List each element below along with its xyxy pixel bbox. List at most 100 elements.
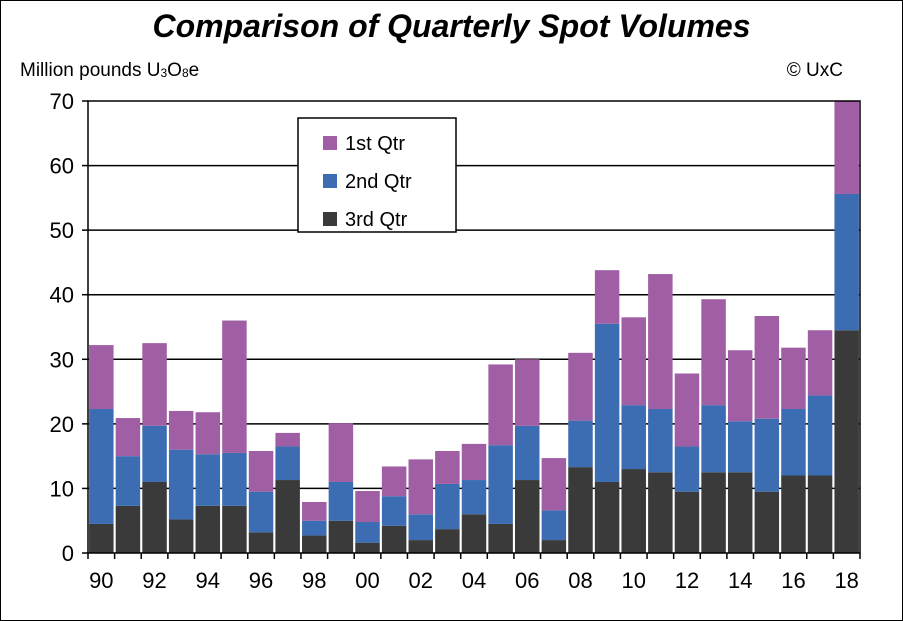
bar-segment-3rd-qtr xyxy=(834,330,859,553)
bar-segment-2nd-qtr xyxy=(648,409,673,473)
bar-segment-2nd-qtr xyxy=(435,483,460,530)
bar-segment-2nd-qtr xyxy=(142,425,167,482)
bar-segment-1st-qtr xyxy=(435,450,460,484)
bar-segment-3rd-qtr xyxy=(701,472,726,553)
bar-segment-2nd-qtr xyxy=(248,491,274,533)
y-tick-label: 10 xyxy=(50,476,74,501)
bar-segment-2nd-qtr xyxy=(89,409,114,524)
bar-segment-1st-qtr xyxy=(222,320,247,453)
bar-segment-3rd-qtr xyxy=(142,481,167,553)
bar-segment-2nd-qtr xyxy=(355,522,380,543)
bar-segment-2nd-qtr xyxy=(514,425,540,481)
bar-segment-2nd-qtr xyxy=(834,193,859,331)
legend-label: 2nd Qtr xyxy=(345,171,412,193)
bar-segment-3rd-qtr xyxy=(222,505,247,553)
unit-sub2: 8 xyxy=(181,66,189,80)
x-tick-label: 98 xyxy=(302,568,326,593)
bar-segment-3rd-qtr xyxy=(648,472,673,553)
bar-segment-1st-qtr xyxy=(142,343,167,426)
bar-segment-2nd-qtr xyxy=(328,481,354,521)
bar-segment-3rd-qtr xyxy=(488,523,513,553)
x-tick-label: 04 xyxy=(462,568,486,593)
legend-label: 3rd Qtr xyxy=(345,209,408,231)
bar-segment-2nd-qtr xyxy=(381,496,407,526)
bar-segment-3rd-qtr xyxy=(381,525,407,553)
bar-segment-3rd-qtr xyxy=(89,523,114,553)
bar-segment-2nd-qtr xyxy=(275,446,300,481)
bar-segment-2nd-qtr xyxy=(754,418,780,492)
bar-segment-2nd-qtr xyxy=(302,520,327,536)
y-axis-ticks: 0 10 20 30 40 50 60 70 xyxy=(50,89,88,566)
x-axis-ticks: 90 92 94 96 98 00 02 04 06 08 10 12 14 16 18 xyxy=(87,553,861,593)
bar-segment-1st-qtr xyxy=(408,459,434,515)
bar-segment-1st-qtr xyxy=(674,373,700,447)
bar-segment-2nd-qtr xyxy=(621,405,646,470)
bar-segment-1st-qtr xyxy=(328,423,354,482)
bar-segment-1st-qtr xyxy=(781,347,806,410)
x-tick-label: 02 xyxy=(409,568,433,593)
bar-segment-2nd-qtr xyxy=(195,454,221,506)
bar-segment-1st-qtr xyxy=(594,270,620,324)
bars xyxy=(89,101,859,553)
bar-segment-3rd-qtr xyxy=(408,540,434,553)
bar-segment-2nd-qtr xyxy=(115,456,141,506)
bar-segment-1st-qtr xyxy=(541,458,567,511)
copyright-label: © UxC xyxy=(786,60,843,81)
unit-suffix: e xyxy=(188,60,200,81)
legend: 1st Qtr 2nd Qtr 3rd Qtr xyxy=(297,117,457,233)
bar-segment-3rd-qtr xyxy=(568,467,593,553)
bar-segment-2nd-qtr xyxy=(594,323,620,482)
bar-segment-1st-qtr xyxy=(168,410,194,450)
chart-title: Comparison of Quarterly Spot Volumes xyxy=(152,8,751,44)
bar-segment-3rd-qtr xyxy=(807,475,833,553)
bar-segment-3rd-qtr xyxy=(461,514,487,553)
bar-segment-3rd-qtr xyxy=(674,491,700,553)
x-tick-label: 08 xyxy=(568,568,592,593)
plot-border xyxy=(87,100,861,554)
bar-segment-3rd-qtr xyxy=(248,532,274,553)
bar-segment-1st-qtr xyxy=(514,359,540,426)
bar-segment-3rd-qtr xyxy=(168,519,194,553)
bar-segment-1st-qtr xyxy=(115,418,141,457)
bar-segment-1st-qtr xyxy=(302,501,327,521)
bar-segment-1st-qtr xyxy=(488,364,513,446)
legend-swatch xyxy=(323,136,337,150)
x-tick-label: 10 xyxy=(621,568,645,593)
bar-segment-2nd-qtr xyxy=(168,449,194,520)
unit-mid: O xyxy=(167,60,182,81)
bar-segment-3rd-qtr xyxy=(541,540,567,553)
bar-segment-2nd-qtr xyxy=(568,420,593,468)
x-tick-label: 90 xyxy=(89,568,113,593)
bar-segment-1st-qtr xyxy=(807,330,833,396)
bar-segment-1st-qtr xyxy=(248,450,274,492)
y-tick-label: 50 xyxy=(50,218,74,243)
y-tick-label: 60 xyxy=(50,154,74,179)
bar-segment-2nd-qtr xyxy=(222,452,247,506)
x-tick-label: 00 xyxy=(355,568,379,593)
y-tick-label: 0 xyxy=(62,541,74,566)
bar-segment-3rd-qtr xyxy=(754,491,780,553)
bar-segment-3rd-qtr xyxy=(621,469,646,553)
x-tick-label: 18 xyxy=(834,568,858,593)
legend-swatch xyxy=(323,174,337,188)
unit-label: Million pounds U3O8e xyxy=(20,60,199,82)
x-tick-label: 16 xyxy=(781,568,805,593)
bar-segment-3rd-qtr xyxy=(435,529,460,553)
y-tick-label: 30 xyxy=(50,347,74,372)
unit-sub1: 3 xyxy=(160,66,168,80)
bar-segment-3rd-qtr xyxy=(302,535,327,553)
bar-segment-1st-qtr xyxy=(461,443,487,481)
bar-segment-1st-qtr xyxy=(701,299,726,406)
y-tick-label: 70 xyxy=(50,89,74,114)
bar-segment-1st-qtr xyxy=(568,352,593,421)
x-tick-label: 94 xyxy=(196,568,220,593)
bar-segment-1st-qtr xyxy=(834,101,859,194)
legend-swatch xyxy=(323,212,337,226)
bar-segment-1st-qtr xyxy=(754,316,780,419)
x-tick-label: 06 xyxy=(515,568,539,593)
y-tick-label: 40 xyxy=(50,283,74,308)
bar-segment-2nd-qtr xyxy=(461,480,487,515)
x-tick-label: 96 xyxy=(249,568,273,593)
unit-prefix: Million pounds U xyxy=(20,60,161,81)
x-tick-label: 92 xyxy=(142,568,166,593)
